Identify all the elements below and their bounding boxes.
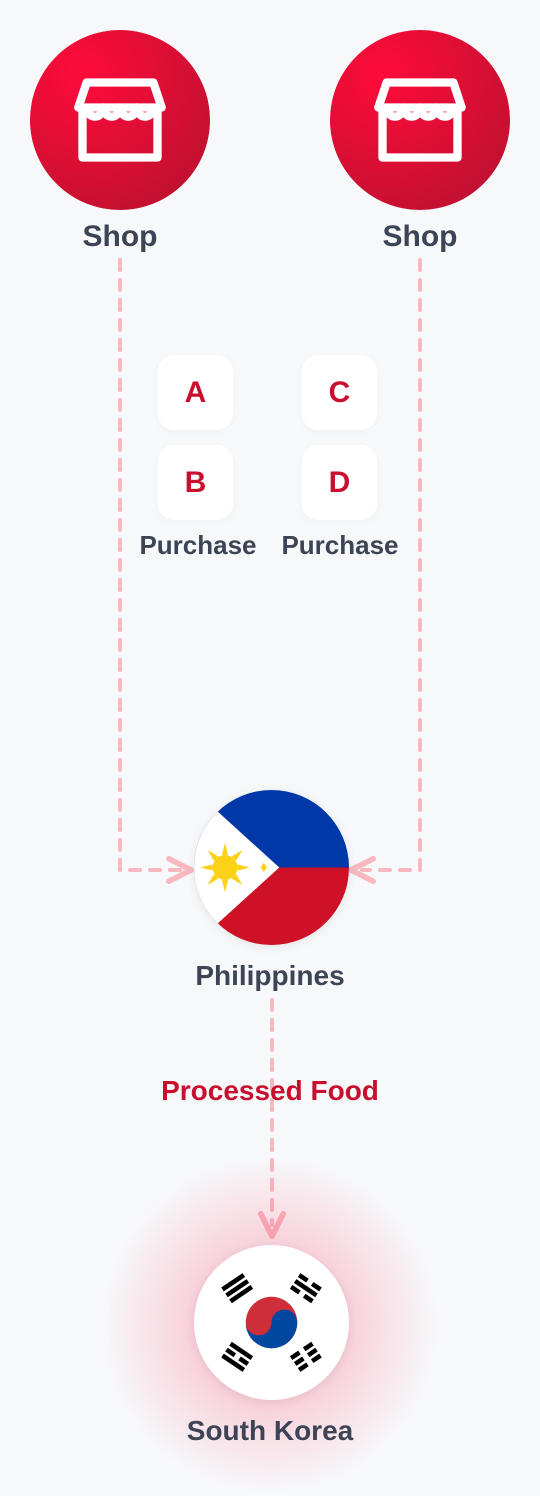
purchase-left-label: Purchase: [138, 530, 258, 561]
south-korea-flag-icon: [194, 1245, 349, 1400]
processed-food-label: Processed Food: [120, 1075, 420, 1107]
philippines-flag-icon: [194, 790, 349, 945]
option-b: B: [158, 445, 233, 520]
option-c: C: [302, 355, 377, 430]
shop-icon: [70, 70, 170, 170]
shop-left-label: Shop: [30, 220, 210, 254]
philippines-label: Philippines: [120, 960, 420, 992]
shop-right-node: [330, 30, 510, 210]
shop-icon: [370, 70, 470, 170]
shop-left-node: [30, 30, 210, 210]
south-korea-label: South Korea: [120, 1415, 420, 1447]
purchase-right-label: Purchase: [280, 530, 400, 561]
shop-right-label: Shop: [330, 220, 510, 254]
option-a: A: [158, 355, 233, 430]
option-d: D: [302, 445, 377, 520]
diagram-container: Shop Shop A B C D Purchase Purchase: [0, 0, 540, 1496]
